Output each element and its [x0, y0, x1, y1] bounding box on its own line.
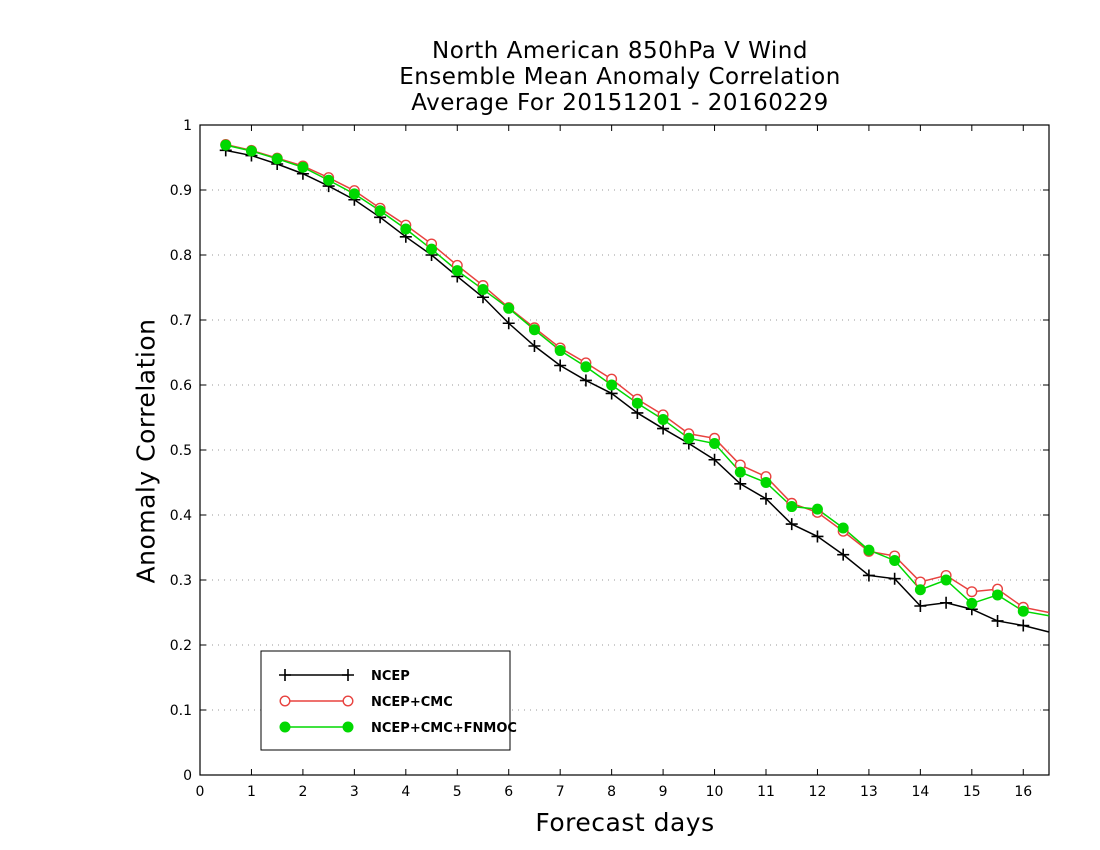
series-point-0: [579, 374, 592, 387]
legend-marker-1: [342, 695, 354, 707]
series-point-2: [914, 584, 926, 596]
series-point-2: [554, 345, 566, 357]
series-point-2: [683, 432, 695, 444]
series-point-2: [245, 145, 257, 157]
x-tick-label: 16: [1014, 784, 1032, 800]
legend-box: [260, 650, 511, 751]
series-point-2: [863, 544, 875, 556]
series-point-2: [966, 597, 978, 609]
x-tick-label: 15: [963, 784, 981, 800]
series-point-0: [502, 317, 515, 330]
x-tick-label: 12: [809, 784, 827, 800]
x-tick-label: 6: [504, 784, 513, 800]
series-point-0: [734, 477, 747, 490]
chart-title-line-2: Ensemble Mean Anomaly Correlation: [399, 64, 841, 90]
series-point-2: [297, 161, 309, 173]
legend-marker-2: [279, 721, 291, 733]
y-tick-label: 0.8: [170, 248, 192, 264]
series-point-0: [940, 596, 953, 609]
y-tick-label: 0.5: [170, 443, 192, 459]
series-line-2: [225, 144, 1050, 617]
series-point-0: [708, 453, 721, 466]
series-point-2: [631, 397, 643, 409]
series-point-2: [606, 379, 618, 391]
x-tick-label: 4: [401, 784, 410, 800]
x-tick-label: 9: [659, 784, 668, 800]
series-point-2: [323, 174, 335, 186]
y-tick-label: 0.6: [170, 378, 192, 394]
series-point-0: [760, 492, 772, 505]
series-point-2: [503, 302, 515, 314]
series-point-2: [477, 283, 489, 295]
chart-title-line-1: North American 850hPa V Wind: [432, 38, 808, 64]
series-point-0: [528, 340, 541, 352]
y-tick-label: 0.3: [170, 573, 192, 589]
legend-label-0: NCEP: [371, 669, 410, 684]
y-tick-label: 0.2: [170, 638, 192, 654]
x-tick-label: 11: [757, 784, 775, 800]
legend-marker-0: [342, 669, 354, 681]
series-point-0: [811, 530, 824, 543]
x-tick-label: 7: [556, 784, 565, 800]
legend-marker-0: [279, 669, 291, 681]
y-tick-label: 0: [183, 768, 192, 784]
x-tick-label: 3: [350, 784, 359, 800]
series-point-2: [348, 188, 360, 200]
x-tick-label: 13: [860, 784, 878, 800]
legend-marker-1: [279, 695, 291, 707]
series-point-2: [426, 243, 438, 255]
series-point-2: [940, 574, 952, 586]
x-tick-label: 5: [453, 784, 462, 800]
legend-label-2: NCEP+CMC+FNMOC: [371, 721, 517, 736]
series-point-0: [837, 548, 850, 561]
series-line-0: [225, 149, 1050, 633]
y-tick-label: 0.7: [170, 313, 192, 329]
series-point-0: [631, 406, 644, 419]
y-tick-label: 1: [183, 118, 192, 134]
series-point-0: [554, 359, 567, 372]
series-point-2: [760, 477, 772, 488]
x-tick-label: 0: [196, 784, 205, 800]
x-axis-label: Forecast days: [535, 808, 715, 837]
series-point-2: [837, 522, 849, 534]
x-tick-label: 1: [247, 784, 256, 800]
legend-label-1: NCEP+CMC: [371, 695, 453, 710]
legend-marker-2: [342, 721, 354, 733]
series-point-2: [889, 555, 901, 566]
series-point-2: [657, 413, 669, 425]
series-point-2: [374, 205, 386, 217]
series-point-2: [709, 438, 721, 449]
y-tick-label: 0.9: [170, 183, 192, 199]
series-point-2: [992, 589, 1004, 601]
series-point-0: [862, 569, 875, 582]
series-point-2: [528, 324, 540, 336]
series-point-2: [271, 153, 283, 165]
series-point-2: [734, 466, 746, 478]
chart-title-line-3: Average For 20151201 - 20160229: [411, 90, 829, 116]
series-point-0: [1017, 619, 1030, 632]
series-point-2: [1017, 605, 1029, 617]
y-tick-label: 0.4: [170, 508, 192, 524]
x-tick-label: 14: [911, 784, 929, 800]
series-point-1: [966, 586, 978, 598]
series-point-0: [914, 600, 927, 612]
x-tick-label: 2: [298, 784, 307, 800]
x-tick-label: 10: [706, 784, 724, 800]
y-axis-label: Anomaly Correlation: [131, 318, 161, 584]
x-tick-label: 8: [607, 784, 616, 800]
series-point-2: [451, 265, 463, 277]
series-point-2: [786, 501, 798, 513]
y-tick-label: 0.1: [170, 703, 192, 719]
series-point-2: [811, 503, 823, 515]
series-line-1: [225, 143, 1050, 614]
series-point-2: [220, 139, 232, 151]
series-point-0: [785, 518, 798, 531]
series-point-0: [888, 572, 901, 585]
series-point-0: [991, 614, 1004, 627]
series-point-2: [400, 223, 412, 235]
series-point-2: [580, 361, 592, 373]
